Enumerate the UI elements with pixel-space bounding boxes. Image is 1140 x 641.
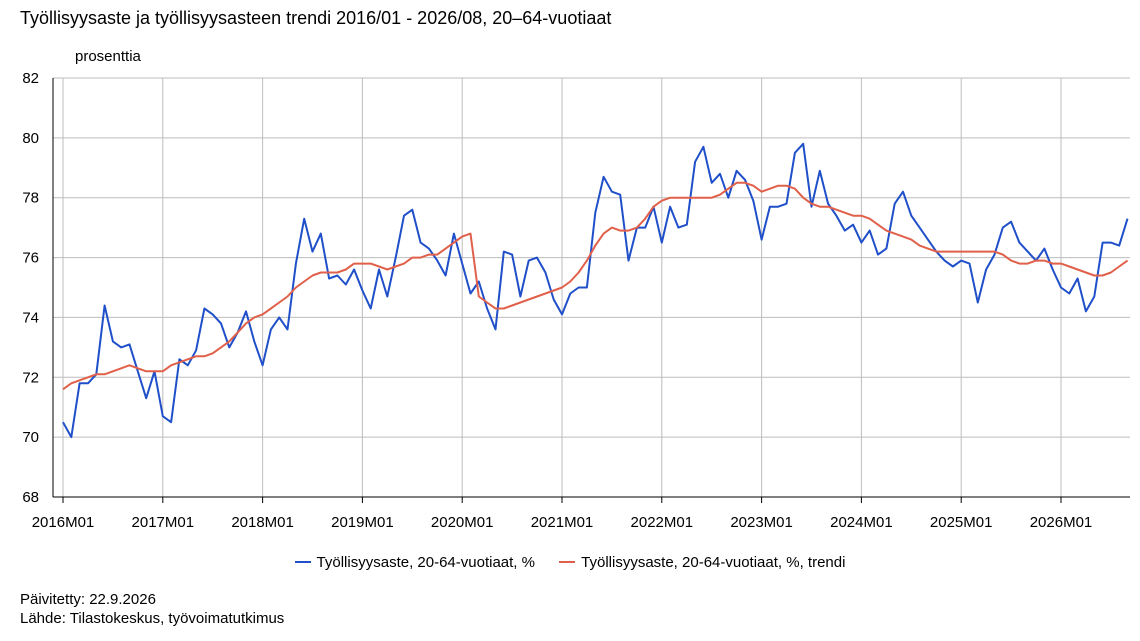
y-tick-label: 76 [22, 250, 39, 267]
x-tick-label: 2016M01 [32, 514, 95, 531]
x-tick-label: 2026M01 [1030, 514, 1093, 531]
y-tick-label: 78 [22, 190, 39, 207]
series-lines [62, 142, 1129, 439]
x-tick-label: 2019M01 [331, 514, 394, 531]
legend: Työllisyysaste, 20-64-vuotiaat, % Työlli… [0, 550, 1140, 571]
x-tick-label: 2022M01 [631, 514, 694, 531]
updated-date: Päivitetty: 22.9.2026 [20, 591, 156, 608]
legend-item-employment-rate: Työllisyysaste, 20-64-vuotiaat, % [294, 553, 535, 571]
legend-item-employment-rate-trend: Työllisyysaste, 20-64-vuotiaat, %, trend… [559, 554, 845, 571]
x-tick-label: 2021M01 [531, 514, 594, 531]
line-chart: 68 70 72 74 76 78 80 82 2016M01 2017M01 2018M01 201… [22, 70, 1130, 531]
series-line-employment-rate-trend [62, 181, 1129, 391]
y-axis-unit-label: prosenttia [75, 48, 141, 65]
y-tick-label: 68 [22, 489, 39, 506]
chart-title: Työllisyysaste ja työllisyysasteen trend… [20, 8, 612, 28]
y-tick-label: 80 [22, 130, 39, 147]
series-line-employment-rate [62, 142, 1129, 439]
grid [53, 77, 1130, 498]
legend-swatch-employment-rate-trend [559, 561, 576, 563]
x-tick-label: 2023M01 [730, 514, 793, 531]
x-tick-label: 2018M01 [231, 514, 294, 531]
x-tick-label: 2020M01 [431, 514, 494, 531]
legend-label-employment-rate-trend: Työllisyysaste, 20-64-vuotiaat, %, trend… [581, 553, 846, 571]
x-tick-label: 2025M01 [930, 514, 993, 531]
y-tick-label: 72 [22, 369, 39, 386]
legend-label-employment-rate: Työllisyysaste, 20-64-vuotiaat, % [316, 553, 535, 571]
x-tick-label: 2017M01 [132, 514, 195, 531]
axes: 68 70 72 74 76 78 80 82 2016M01 2017M01 2018M01 201… [22, 70, 1130, 531]
x-tick-label: 2024M01 [830, 514, 893, 531]
source-note: Lähde: Tilastokeskus, työvoimatutkimus [20, 610, 285, 627]
y-tick-label: 74 [22, 309, 39, 326]
y-tick-label: 70 [22, 429, 39, 446]
legend-swatch-employment-rate [294, 561, 311, 563]
y-tick-label: 82 [22, 70, 39, 87]
